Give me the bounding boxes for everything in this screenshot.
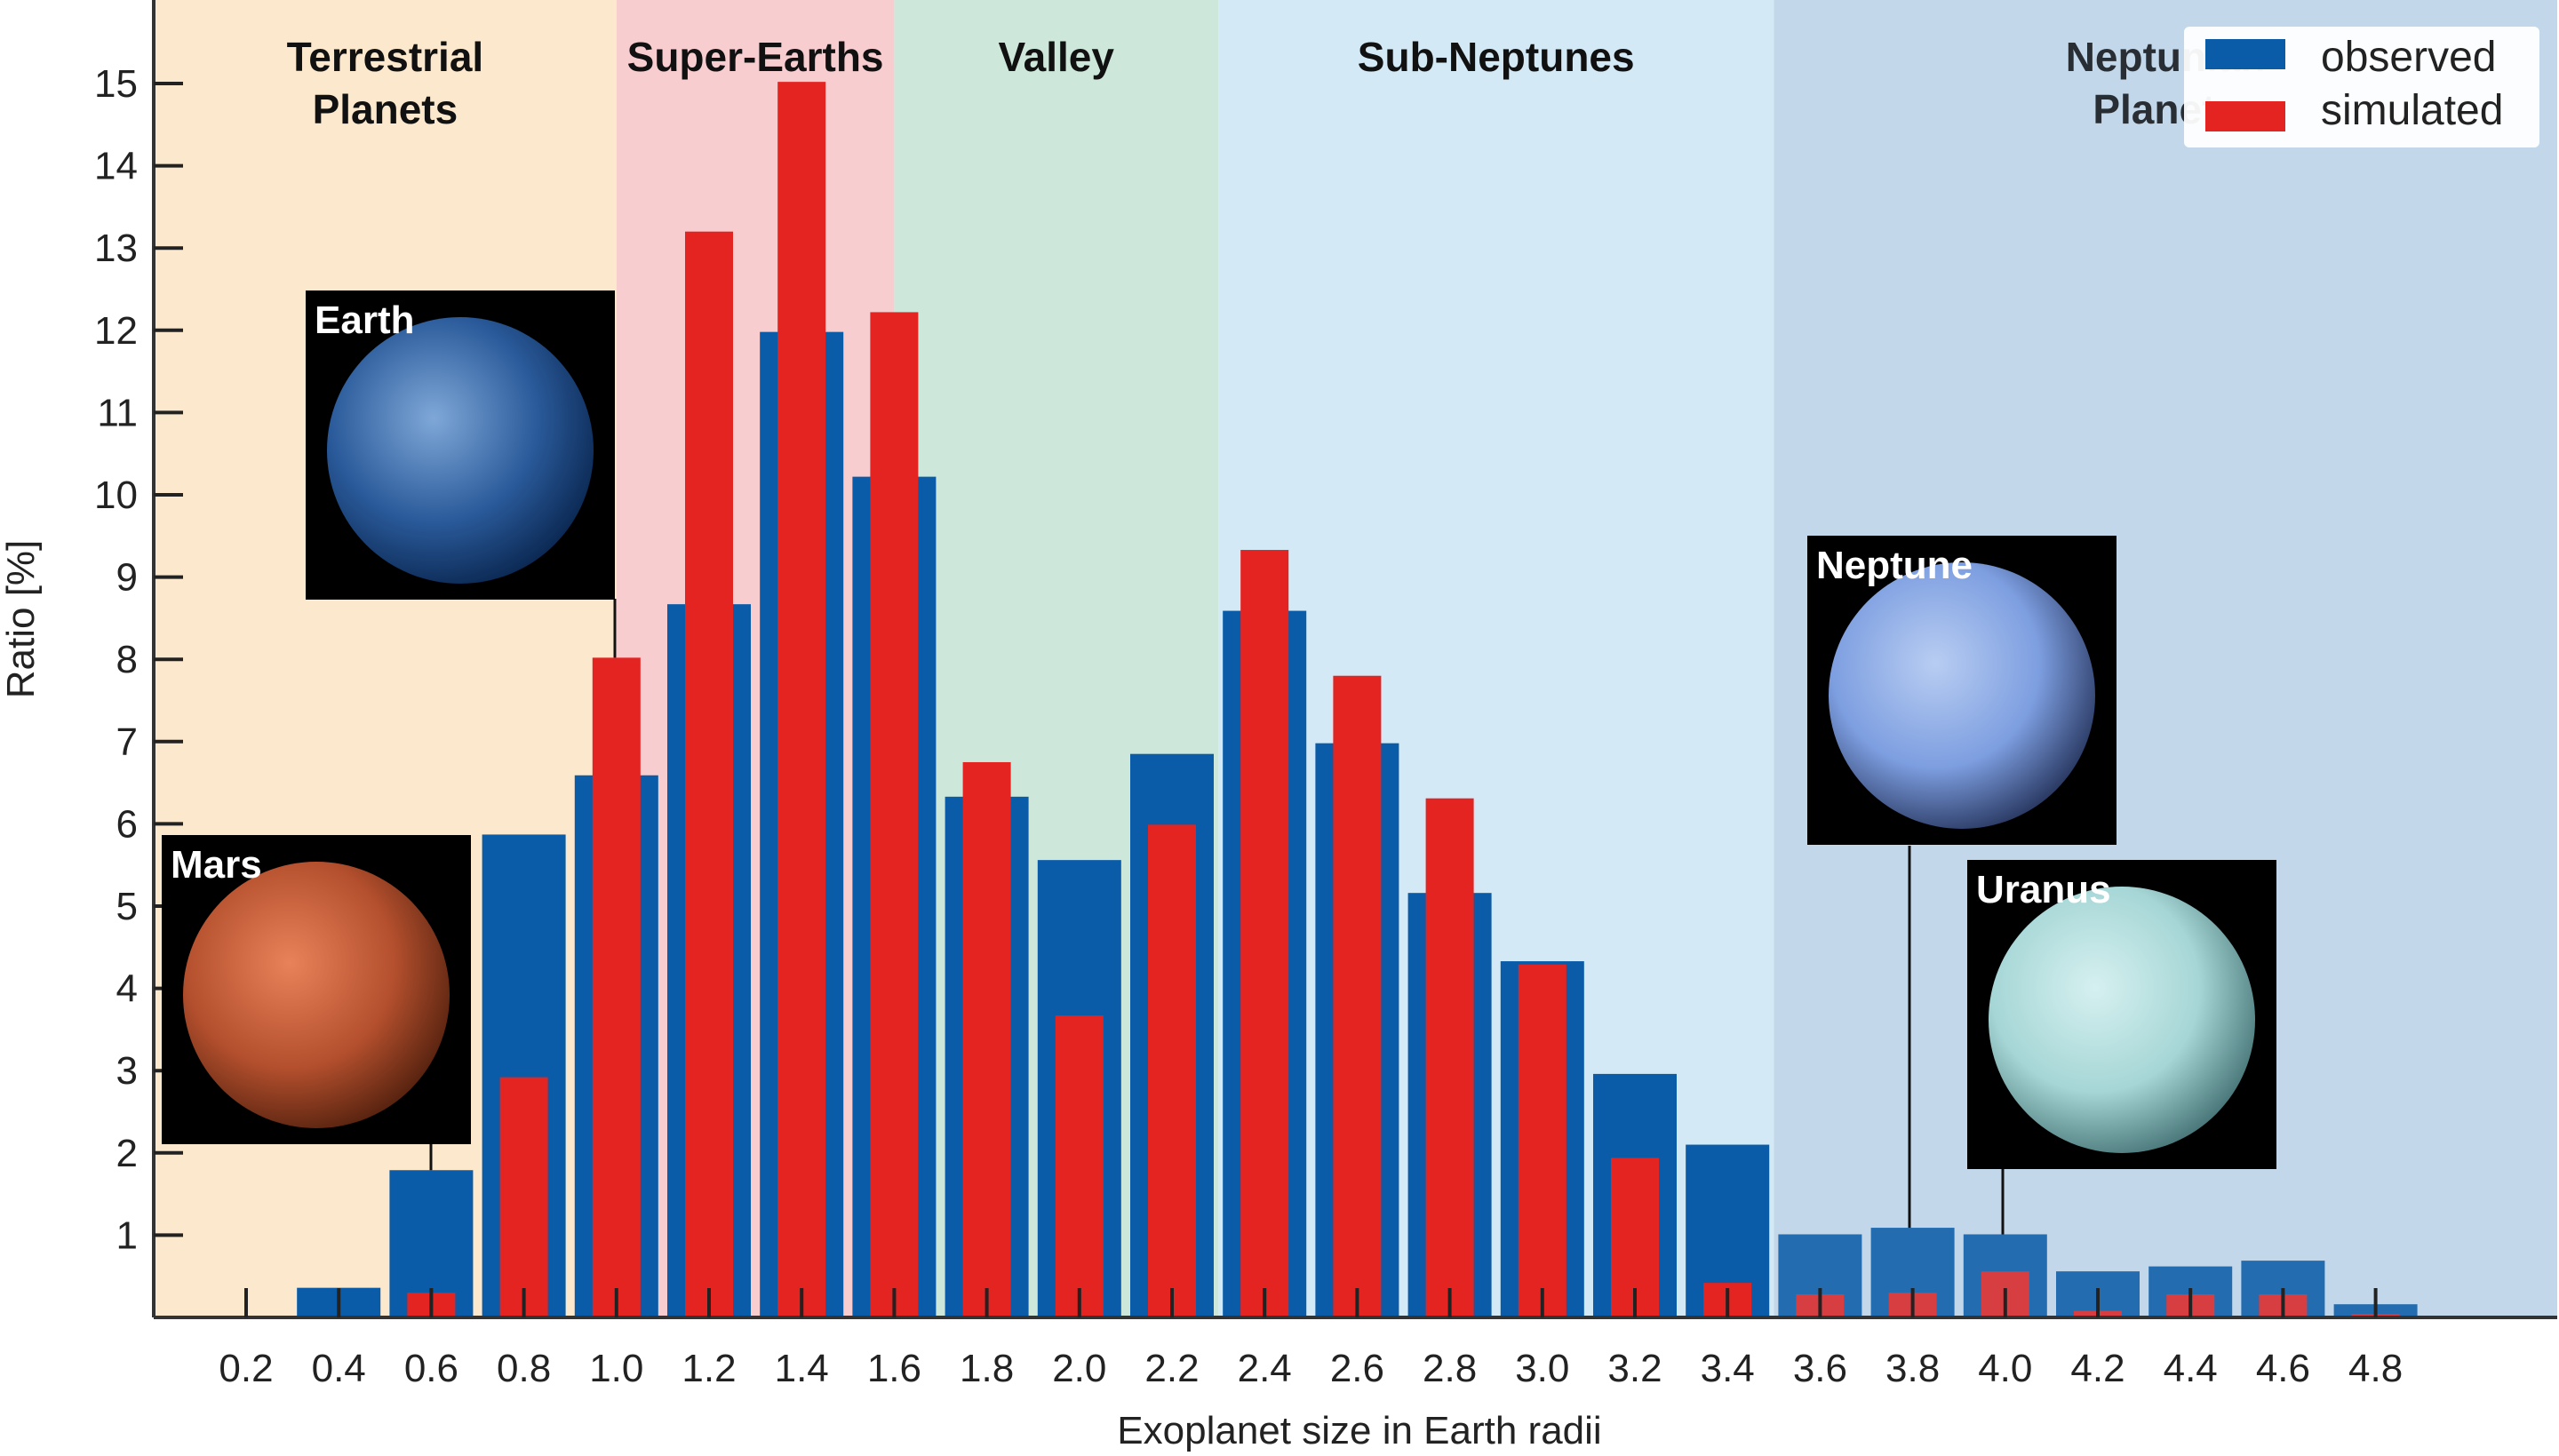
bar-simulated-0.8 bbox=[499, 1077, 548, 1317]
y-tick-label-9: 9 bbox=[116, 556, 138, 600]
bar-simulated-2.0 bbox=[1055, 1015, 1104, 1317]
x-tick-label-2.2: 2.2 bbox=[1144, 1347, 1199, 1390]
x-tick-label-4.6: 4.6 bbox=[2256, 1347, 2310, 1390]
x-tick-label-0.4: 0.4 bbox=[312, 1347, 366, 1390]
bar-simulated-2.6 bbox=[1333, 675, 1382, 1317]
x-tick-label-1.0: 1.0 bbox=[589, 1347, 643, 1390]
x-tick-label-1.6: 1.6 bbox=[867, 1347, 921, 1390]
mars-label: Mars bbox=[171, 843, 262, 887]
legend-label-simulated: simulated bbox=[2321, 87, 2503, 134]
x-tick-label-0.2: 0.2 bbox=[219, 1347, 273, 1390]
bar-simulated-1.2 bbox=[685, 231, 733, 1318]
uranus-planet-icon bbox=[1989, 887, 2255, 1153]
earth-label: Earth bbox=[315, 298, 414, 342]
y-tick-label-13: 13 bbox=[94, 227, 138, 270]
region-band-super-earths bbox=[616, 0, 895, 1317]
x-tick-label-1.4: 1.4 bbox=[775, 1347, 829, 1390]
y-tick-label-10: 10 bbox=[94, 473, 138, 517]
x-tick-label-2.8: 2.8 bbox=[1423, 1347, 1477, 1390]
y-tick-label-12: 12 bbox=[94, 309, 138, 353]
region-label-terrestrial-planets: Planets bbox=[313, 86, 458, 132]
bar-simulated-1.8 bbox=[962, 761, 1011, 1317]
x-tick-label-4.0: 4.0 bbox=[1978, 1347, 2032, 1390]
y-tick-label-7: 7 bbox=[116, 720, 138, 764]
bar-simulated-2.4 bbox=[1240, 550, 1289, 1317]
bar-simulated-1.6 bbox=[870, 312, 919, 1318]
legend-label-observed: observed bbox=[2321, 34, 2496, 81]
legend-swatch-observed bbox=[2205, 39, 2285, 69]
earth-planet-icon bbox=[327, 317, 594, 584]
bar-simulated-1.4 bbox=[777, 82, 826, 1318]
region-label-super-earths: Super-Earths bbox=[627, 34, 884, 80]
y-tick-label-11: 11 bbox=[97, 391, 138, 434]
planet-images: Earth Mars Neptune Uranus bbox=[162, 290, 2276, 1235]
y-tick-label-4: 4 bbox=[116, 967, 138, 1011]
x-tick-label-2.6: 2.6 bbox=[1330, 1347, 1384, 1390]
x-tick-label-2.0: 2.0 bbox=[1052, 1347, 1106, 1390]
x-tick-label-2.4: 2.4 bbox=[1238, 1347, 1292, 1390]
bar-simulated-2.2 bbox=[1148, 824, 1196, 1317]
y-tick-label-3: 3 bbox=[116, 1049, 138, 1093]
region-label-terrestrial-planets: Terrestrial bbox=[287, 34, 484, 80]
bar-simulated-3.0 bbox=[1518, 964, 1566, 1317]
neptune-planet-icon bbox=[1829, 562, 2095, 829]
y-axis-label: Ratio [%] bbox=[0, 540, 43, 699]
region-label-sub-neptunes: Sub-Neptunes bbox=[1358, 34, 1635, 80]
y-tick-label-6: 6 bbox=[116, 802, 138, 846]
x-tick-label-0.6: 0.6 bbox=[404, 1347, 458, 1390]
x-tick-label-3.4: 3.4 bbox=[1701, 1347, 1755, 1390]
region-label-valley: Valley bbox=[999, 34, 1115, 80]
neptune-label: Neptune bbox=[1816, 544, 1973, 587]
x-tick-label-1.2: 1.2 bbox=[682, 1347, 736, 1390]
x-axis-label: Exoplanet size in Earth radii bbox=[1117, 1409, 1601, 1452]
x-tick-label-0.8: 0.8 bbox=[497, 1347, 551, 1390]
uranus-label: Uranus bbox=[1976, 868, 2111, 911]
x-tick-label-4.4: 4.4 bbox=[2164, 1347, 2218, 1390]
y-tick-label-15: 15 bbox=[94, 62, 138, 106]
x-tick-label-3.6: 3.6 bbox=[1793, 1347, 1847, 1390]
region-band-sub-neptunes bbox=[1218, 0, 1774, 1317]
x-tick-label-4.8: 4.8 bbox=[2348, 1347, 2403, 1390]
y-tick-label-5: 5 bbox=[116, 885, 138, 928]
y-tick-label-8: 8 bbox=[116, 638, 138, 681]
x-tick-label-3.0: 3.0 bbox=[1515, 1347, 1569, 1390]
x-tick-label-4.2: 4.2 bbox=[2070, 1347, 2125, 1390]
bar-simulated-2.8 bbox=[1425, 798, 1474, 1317]
legend: observed simulated bbox=[2184, 27, 2539, 147]
y-tick-label-1: 1 bbox=[116, 1213, 138, 1257]
y-tick-label-14: 14 bbox=[94, 145, 138, 188]
mars-planet-icon bbox=[183, 862, 450, 1128]
x-tick-label-1.8: 1.8 bbox=[960, 1347, 1014, 1390]
y-tick-label-2: 2 bbox=[116, 1132, 138, 1175]
bar-simulated-1.0 bbox=[592, 657, 641, 1317]
bars bbox=[222, 82, 2418, 1318]
x-tick-label-3.2: 3.2 bbox=[1607, 1347, 1662, 1390]
x-tick-label-3.8: 3.8 bbox=[1885, 1347, 1940, 1390]
legend-swatch-simulated bbox=[2205, 101, 2285, 131]
